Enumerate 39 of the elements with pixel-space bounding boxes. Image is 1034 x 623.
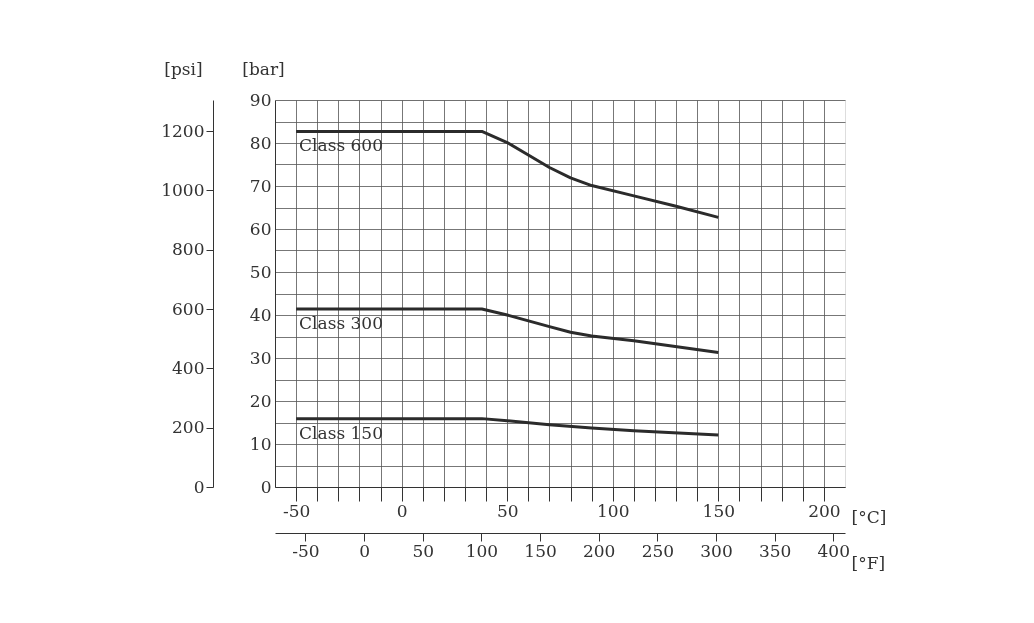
x-tick-label: 0	[396, 500, 408, 521]
y-tick-label: 0	[260, 476, 272, 497]
x-tick-label: 200	[808, 500, 841, 521]
y-tick-label: 20	[249, 390, 272, 411]
x2-tick-label: 150	[524, 540, 557, 561]
y-tick-label: 90	[249, 89, 272, 110]
y-tick-label: 80	[249, 132, 272, 153]
x2-tick-label: 300	[700, 540, 733, 561]
y-tick-label: 50	[249, 261, 272, 282]
x-tick-label: -50	[282, 500, 311, 521]
line-series	[294, 129, 720, 219]
x2-tick-label: 0	[359, 540, 371, 561]
x-tick-label: 150	[702, 500, 736, 521]
y2-tick-label: 800	[172, 239, 205, 260]
x2-tick-label: 400	[817, 540, 850, 561]
x2-tick-label: 250	[641, 540, 675, 561]
x2-tick-label: 350	[758, 540, 792, 561]
line-series	[294, 307, 720, 354]
y-axis-title: [bar]	[242, 58, 285, 79]
x-tick-label: 50	[496, 500, 519, 521]
y-tick-label: 40	[249, 304, 272, 325]
x2-tick-label: 100	[465, 540, 499, 561]
x-axis-title: [°C]	[851, 506, 887, 527]
y2-tick-label: 0	[193, 476, 205, 497]
y2-tick-label: 1200	[161, 120, 205, 141]
x2-tick-label: 50	[412, 540, 435, 561]
y2-axis-title: [psi]	[164, 58, 203, 79]
y-tick-label: 70	[249, 175, 272, 196]
x2-axis-title: [°F]	[851, 552, 886, 573]
y-tick-label: 30	[249, 347, 272, 368]
x2-tick-label: -50	[292, 540, 320, 561]
y-tick-label: 60	[249, 218, 272, 239]
y2-tick-label: 1000	[161, 179, 205, 200]
y2-tick-label: 600	[172, 298, 205, 319]
x-tick-label: 100	[597, 500, 630, 521]
y2-tick-label: 400	[172, 357, 205, 378]
y-tick-label: 10	[249, 433, 272, 454]
y2-tick-label: 200	[172, 417, 205, 438]
x2-tick-label: 200	[582, 540, 616, 561]
